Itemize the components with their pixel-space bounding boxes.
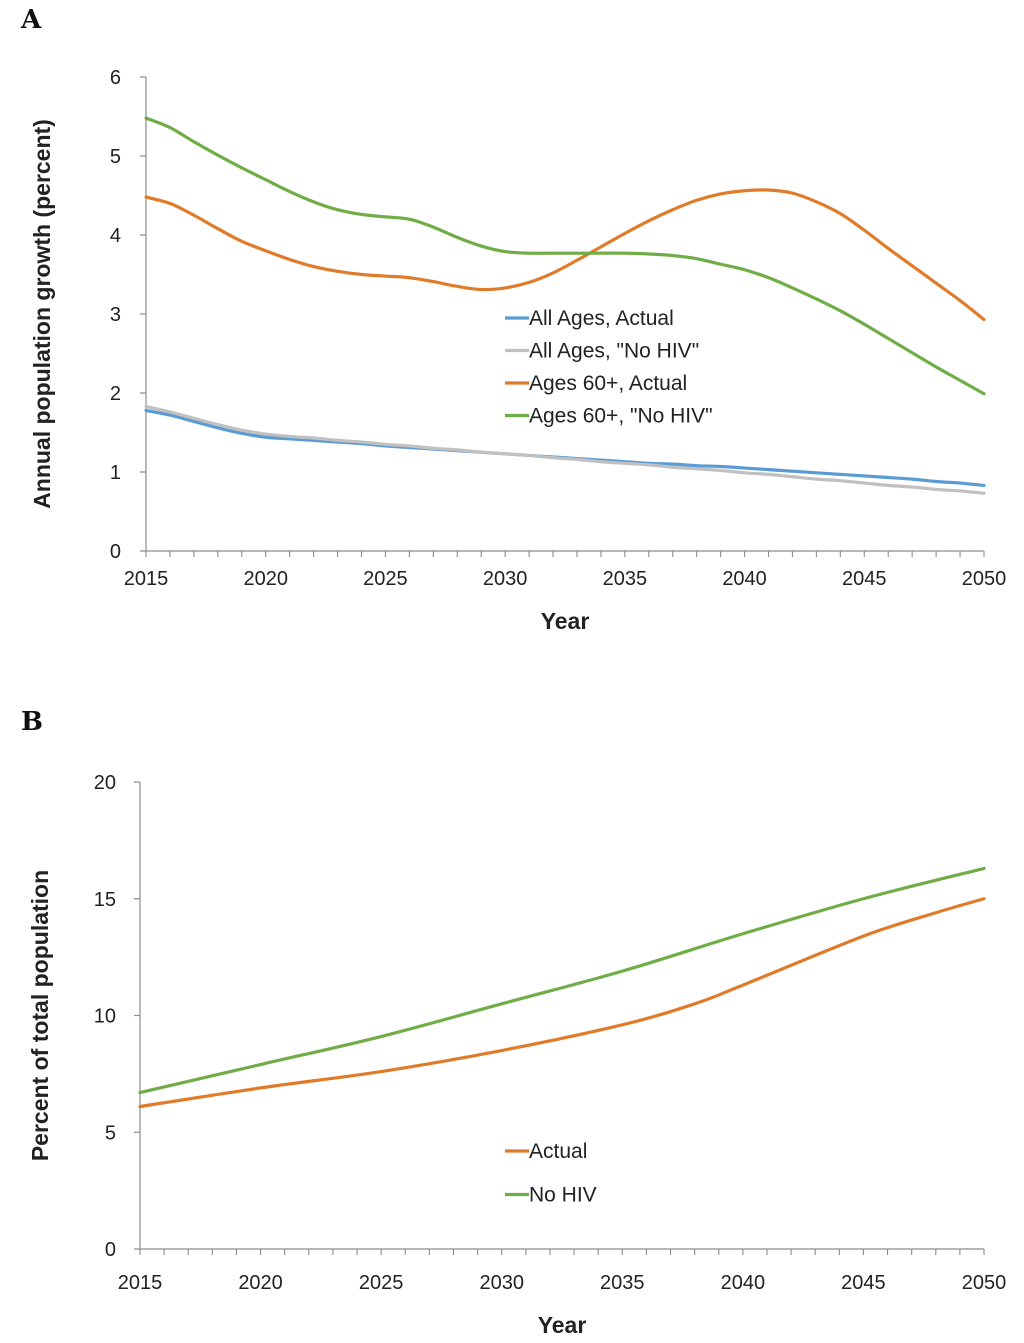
series-line-ages-60-actual [144,188,986,322]
legend-label: Ages 60+, "No HIV" [529,405,713,428]
panel-b-y-axis-title: Percent of total population [27,870,53,1161]
legend-label: Actual [529,1140,587,1163]
series-line-actual [138,897,986,1109]
y-tick-label: 20 [94,772,116,794]
y-tick-label: 15 [94,889,116,911]
x-tick-label: 2030 [479,1272,524,1294]
panel-b-axes: 0 5 10 15 20 2015 2020 2025 2030 2035 2040 2045 2050 [94,772,1007,1294]
x-tick-label: 2015 [124,568,169,590]
panel-a-x-axis-title: Year [541,608,590,634]
y-tick-label: 6 [110,67,121,89]
panel-b-lines [138,866,986,1109]
x-tick-label: 2040 [721,1272,766,1294]
legend-label: No HIV [529,1184,597,1207]
y-tick-label: 5 [110,146,121,168]
x-tick-label: 2025 [359,1272,404,1294]
y-tick-label: 4 [110,225,121,247]
y-tick-label: 3 [110,304,121,326]
x-tick-label: 2015 [118,1272,163,1294]
legend-label: All Ages, Actual [529,307,674,330]
x-tick-label: 2050 [962,568,1007,590]
x-tick-label: 2050 [962,1272,1007,1294]
panel-a-lines [144,116,986,495]
series-line-all-ages-no-hiv [144,404,986,495]
series-line-no-hiv [138,866,986,1095]
series-line-ages-60-no-hiv [144,116,986,396]
x-tick-label: 2035 [603,568,648,590]
y-tick-label: 2 [110,383,121,405]
x-tick-label: 2030 [483,568,528,590]
legend-label: All Ages, "No HIV" [529,340,699,363]
x-tick-label: 2025 [363,568,408,590]
panel-a-legend: All Ages, Actual All Ages, "No HIV" Ages 6… [505,307,713,428]
x-tick-label: 2035 [600,1272,645,1294]
x-tick-label: 2020 [243,568,288,590]
panel-b: B 0 5 10 15 20 2015 2020 2025 2030 2035 2040 2045 20… [21,707,1006,1338]
panel-a: A 0 1 2 3 4 5 6 2015 2020 2025 2030 2035 2040 2045 205… [20,5,1006,634]
y-tick-label: 0 [110,541,121,563]
panel-b-letter: B [21,707,43,737]
panel-a-letter: A [20,5,42,35]
panel-b-x-axis-title: Year [538,1312,587,1338]
panel-a-axes: 0 1 2 3 4 5 6 2015 2020 2025 2030 2035 2040 2045 2050 [110,67,1006,590]
panel-a-y-axis-title: Annual population growth (percent) [29,119,55,509]
x-tick-label: 2040 [722,568,767,590]
y-tick-label: 1 [110,462,121,484]
y-tick-label: 10 [94,1006,116,1028]
x-tick-label: 2020 [238,1272,283,1294]
x-tick-label: 2045 [842,568,887,590]
x-tick-label: 2045 [841,1272,886,1294]
panel-b-legend: Actual No HIV [505,1140,597,1207]
legend-label: Ages 60+, Actual [529,372,687,395]
y-tick-label: 0 [105,1239,116,1261]
y-tick-label: 5 [105,1122,116,1144]
